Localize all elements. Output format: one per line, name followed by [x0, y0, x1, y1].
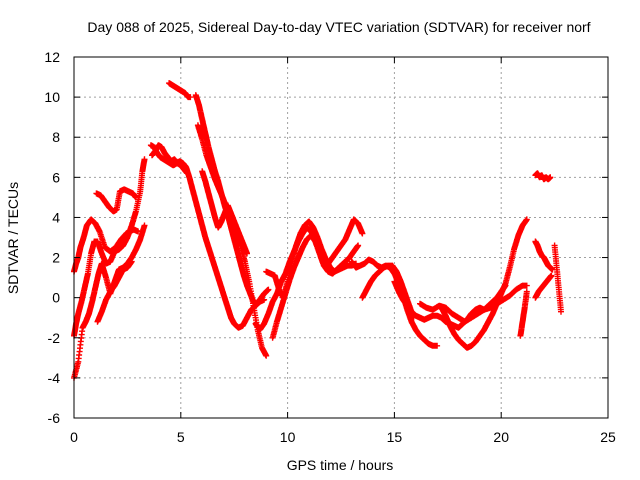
- data-points: [551, 242, 564, 315]
- y-tick-label: 0: [52, 290, 60, 306]
- series-trace-23: [532, 170, 554, 183]
- data-points: [93, 186, 139, 215]
- ticks-layer: 0 5 10 15 20 25 -6 -4 -2 0 2 4 6 8 10 12: [44, 49, 616, 445]
- y-tick-label: 6: [52, 169, 60, 185]
- series-trace-4: [94, 258, 135, 325]
- x-tick-label: 20: [493, 429, 509, 445]
- series-trace-22: [532, 272, 555, 301]
- y-tick-label: 10: [44, 89, 60, 105]
- y-tick-label: 2: [52, 250, 60, 266]
- data-points: [532, 238, 556, 273]
- data-points: [263, 218, 359, 301]
- series-trace-8: [147, 142, 268, 331]
- x-tick-label: 0: [70, 429, 78, 445]
- plot-frame: [73, 56, 609, 419]
- series-trace-14: [263, 218, 359, 301]
- series-trace-5: [93, 186, 139, 215]
- y-tick-label: 12: [44, 49, 60, 65]
- data-points: [417, 282, 530, 325]
- data-points: [199, 168, 250, 257]
- x-tick-label: 10: [280, 429, 296, 445]
- data-points: [166, 80, 194, 101]
- data-points: [147, 142, 268, 331]
- y-tick-label: 4: [52, 209, 60, 225]
- series-trace-21: [532, 238, 556, 273]
- y-tick-label: 8: [52, 129, 60, 145]
- chart-title: Day 088 of 2025, Sidereal Day-to-day VTE…: [87, 19, 590, 35]
- x-tick-label: 25: [600, 429, 616, 445]
- data-points: [532, 272, 555, 301]
- data-points: [438, 216, 530, 351]
- series-trace-11: [199, 168, 250, 257]
- series-trace-9: [192, 92, 272, 307]
- series-trace-20: [517, 288, 530, 339]
- data-points: [517, 288, 530, 339]
- series-trace-18: [438, 216, 530, 351]
- data-points: [192, 92, 272, 307]
- series-trace-24: [551, 242, 564, 315]
- series-trace-7: [166, 80, 194, 101]
- series-trace-19: [417, 282, 530, 325]
- x-axis-label: GPS time / hours: [287, 457, 394, 473]
- data-points: [532, 170, 554, 183]
- y-axis-label: SDTVAR / TECUs: [5, 182, 21, 294]
- y-tick-label: -6: [48, 410, 61, 426]
- x-tick-label: 15: [387, 429, 403, 445]
- x-tick-label: 5: [177, 429, 185, 445]
- points-layer: [71, 80, 564, 381]
- y-tick-label: -2: [48, 330, 61, 346]
- data-points: [94, 258, 135, 325]
- y-tick-label: -4: [48, 370, 61, 386]
- grid-layer: [74, 57, 608, 418]
